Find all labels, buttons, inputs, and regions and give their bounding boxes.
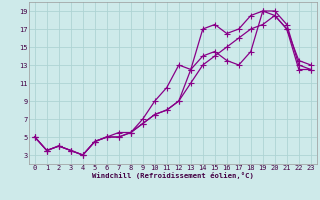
X-axis label: Windchill (Refroidissement éolien,°C): Windchill (Refroidissement éolien,°C)	[92, 172, 254, 179]
